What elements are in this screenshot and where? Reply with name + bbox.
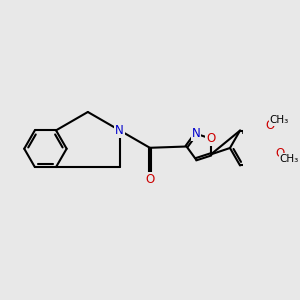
Text: CH₃: CH₃ bbox=[269, 115, 289, 125]
Text: O: O bbox=[206, 132, 215, 145]
Text: N: N bbox=[191, 127, 200, 140]
Text: O: O bbox=[275, 147, 284, 160]
Text: O: O bbox=[145, 172, 154, 185]
Text: N: N bbox=[115, 124, 124, 137]
Text: CH₃: CH₃ bbox=[280, 154, 299, 164]
Text: O: O bbox=[265, 118, 274, 132]
